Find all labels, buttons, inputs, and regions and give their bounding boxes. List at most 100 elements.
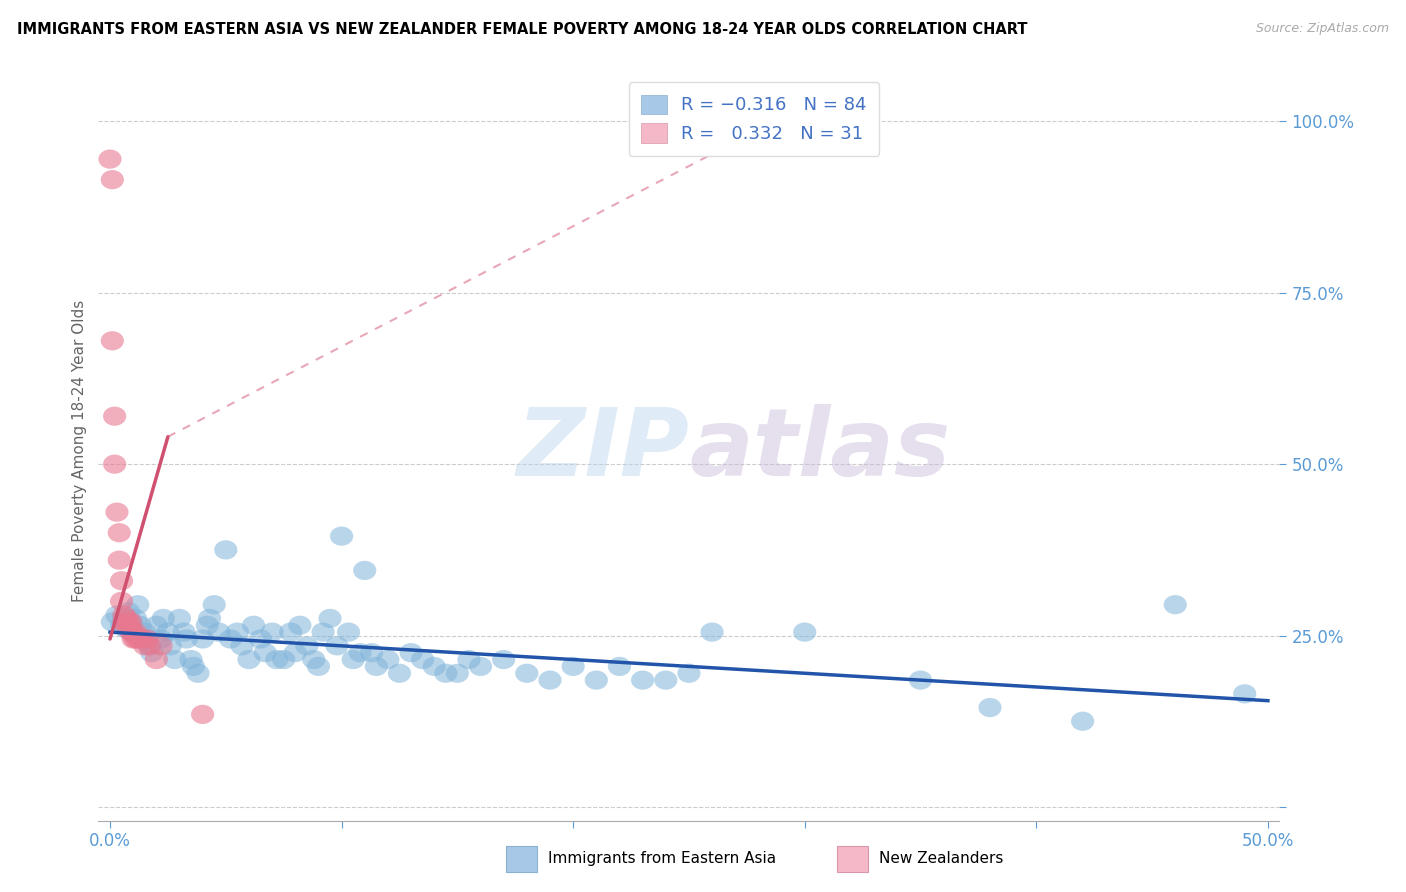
Ellipse shape — [631, 671, 654, 690]
Ellipse shape — [242, 615, 266, 635]
Ellipse shape — [260, 623, 284, 641]
Ellipse shape — [214, 541, 238, 559]
Ellipse shape — [492, 650, 515, 669]
Ellipse shape — [149, 636, 173, 656]
Bar — [506, 846, 537, 872]
Ellipse shape — [110, 591, 134, 611]
Ellipse shape — [423, 657, 446, 676]
Ellipse shape — [174, 630, 198, 648]
Ellipse shape — [180, 650, 202, 669]
Ellipse shape — [312, 623, 335, 641]
Ellipse shape — [337, 623, 360, 641]
Ellipse shape — [231, 636, 253, 656]
Legend: R = −0.316   N = 84, R =   0.332   N = 31: R = −0.316 N = 84, R = 0.332 N = 31 — [628, 82, 879, 156]
Ellipse shape — [121, 623, 145, 641]
Ellipse shape — [353, 561, 377, 580]
Ellipse shape — [470, 657, 492, 676]
Text: IMMIGRANTS FROM EASTERN ASIA VS NEW ZEALANDER FEMALE POVERTY AMONG 18-24 YEAR OL: IMMIGRANTS FROM EASTERN ASIA VS NEW ZEAL… — [17, 22, 1028, 37]
Ellipse shape — [908, 671, 932, 690]
Ellipse shape — [278, 623, 302, 641]
Ellipse shape — [115, 619, 138, 639]
Ellipse shape — [108, 523, 131, 542]
Ellipse shape — [207, 623, 231, 641]
Ellipse shape — [226, 623, 249, 641]
Ellipse shape — [607, 657, 631, 676]
Ellipse shape — [145, 650, 167, 669]
Ellipse shape — [110, 571, 134, 591]
Ellipse shape — [98, 150, 121, 169]
Ellipse shape — [979, 698, 1001, 717]
Ellipse shape — [156, 623, 180, 641]
Ellipse shape — [127, 595, 149, 615]
Ellipse shape — [434, 664, 457, 683]
Ellipse shape — [249, 630, 273, 648]
Ellipse shape — [515, 664, 538, 683]
Ellipse shape — [124, 609, 148, 628]
Ellipse shape — [388, 664, 411, 683]
Ellipse shape — [561, 657, 585, 676]
Ellipse shape — [120, 623, 142, 641]
Ellipse shape — [1164, 595, 1187, 615]
Ellipse shape — [307, 657, 330, 676]
Ellipse shape — [115, 609, 138, 628]
Text: ZIP: ZIP — [516, 404, 689, 497]
Ellipse shape — [457, 650, 481, 669]
Ellipse shape — [295, 636, 318, 656]
Ellipse shape — [134, 623, 156, 641]
Ellipse shape — [138, 636, 160, 656]
Ellipse shape — [654, 671, 678, 690]
Ellipse shape — [120, 612, 142, 632]
Ellipse shape — [120, 612, 142, 632]
Ellipse shape — [538, 671, 561, 690]
Ellipse shape — [135, 630, 159, 648]
Ellipse shape — [700, 623, 724, 641]
Ellipse shape — [124, 623, 148, 641]
Ellipse shape — [793, 623, 817, 641]
Ellipse shape — [128, 630, 152, 648]
Ellipse shape — [288, 615, 312, 635]
Ellipse shape — [181, 657, 205, 676]
Ellipse shape — [678, 664, 700, 683]
Text: Immigrants from Eastern Asia: Immigrants from Eastern Asia — [548, 852, 776, 866]
Ellipse shape — [128, 615, 152, 635]
Ellipse shape — [585, 671, 607, 690]
Ellipse shape — [117, 612, 141, 632]
Ellipse shape — [330, 526, 353, 546]
Ellipse shape — [101, 170, 124, 189]
Ellipse shape — [364, 657, 388, 676]
Ellipse shape — [131, 630, 155, 648]
Ellipse shape — [135, 630, 159, 648]
Ellipse shape — [110, 615, 134, 635]
Ellipse shape — [191, 705, 214, 724]
Ellipse shape — [202, 595, 226, 615]
Ellipse shape — [411, 650, 434, 669]
Ellipse shape — [112, 609, 135, 628]
Ellipse shape — [446, 664, 470, 683]
Ellipse shape — [325, 636, 349, 656]
Ellipse shape — [105, 502, 128, 522]
Ellipse shape — [191, 630, 214, 648]
Ellipse shape — [117, 615, 141, 635]
Ellipse shape — [103, 455, 127, 474]
Ellipse shape — [1071, 712, 1094, 731]
Ellipse shape — [138, 636, 160, 656]
Ellipse shape — [399, 643, 423, 662]
Ellipse shape — [127, 630, 149, 648]
Ellipse shape — [159, 636, 181, 656]
Ellipse shape — [149, 630, 173, 648]
Ellipse shape — [349, 643, 371, 662]
Ellipse shape — [141, 643, 163, 662]
Y-axis label: Female Poverty Among 18-24 Year Olds: Female Poverty Among 18-24 Year Olds — [72, 300, 87, 601]
Ellipse shape — [273, 650, 295, 669]
Text: Source: ZipAtlas.com: Source: ZipAtlas.com — [1256, 22, 1389, 36]
Ellipse shape — [195, 615, 219, 635]
Ellipse shape — [187, 664, 209, 683]
Ellipse shape — [103, 407, 127, 425]
Ellipse shape — [167, 609, 191, 628]
Ellipse shape — [238, 650, 260, 669]
Ellipse shape — [377, 650, 399, 669]
Text: New Zealanders: New Zealanders — [879, 852, 1002, 866]
Ellipse shape — [253, 643, 277, 662]
Ellipse shape — [108, 550, 131, 570]
Ellipse shape — [219, 630, 242, 648]
